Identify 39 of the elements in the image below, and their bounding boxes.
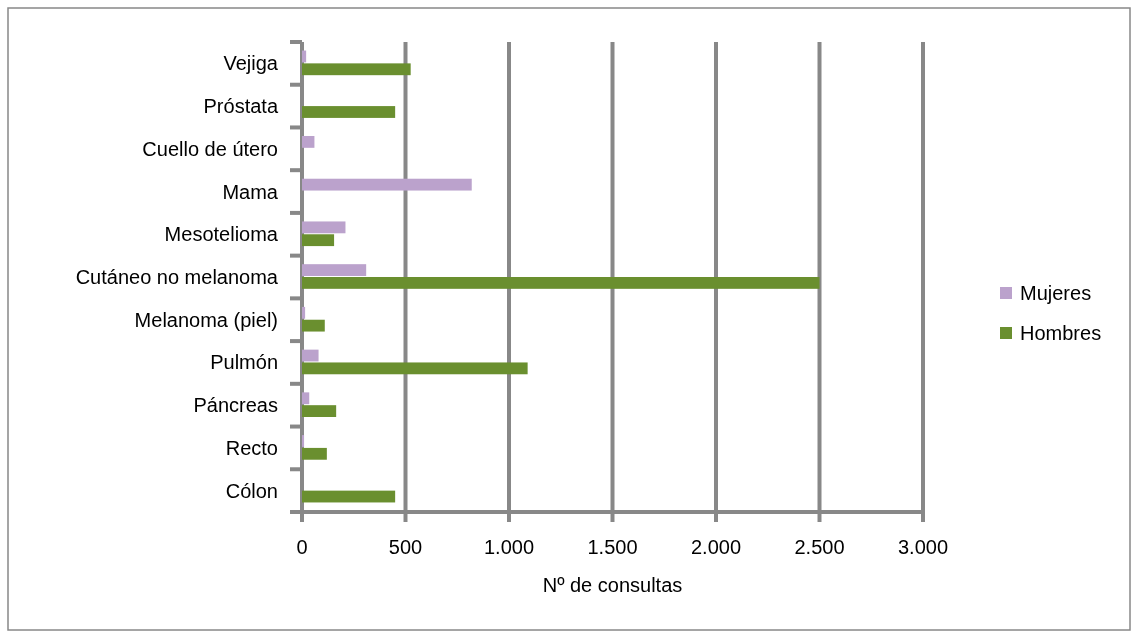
y-tick-label: Mesotelioma	[164, 223, 279, 246]
bar	[302, 435, 305, 447]
y-tick-label: Pulmón	[210, 351, 278, 374]
bar	[302, 136, 315, 148]
bar	[302, 349, 319, 362]
y-tick-label: Mama	[222, 180, 279, 203]
x-tick-label: 2.000	[690, 536, 742, 558]
bar	[302, 306, 306, 319]
bar	[302, 106, 396, 118]
y-tick-label: Vejiga	[223, 52, 279, 75]
y-tick-label: Próstata	[203, 95, 279, 118]
bar	[302, 447, 327, 460]
bar	[302, 277, 820, 289]
bar	[302, 221, 346, 234]
legend-label: Hombres	[1020, 322, 1102, 344]
bar	[302, 490, 396, 503]
y-tick-label: Melanoma (piel)	[134, 308, 278, 331]
y-tick-label: Recto	[225, 436, 278, 459]
bar	[302, 63, 411, 76]
bar	[302, 50, 307, 63]
x-axis-title: Nº de consultas	[542, 574, 683, 596]
legend-label: Mujeres	[1020, 282, 1092, 304]
x-tick-label: 2.500	[794, 536, 845, 558]
x-tick-label: 3.000	[897, 536, 949, 558]
x-tick-label: 1.500	[587, 536, 638, 558]
bar	[302, 392, 310, 405]
bar	[302, 264, 367, 276]
y-tick-label: Cuello de útero	[142, 137, 278, 160]
y-tick-label: Cólon	[225, 479, 278, 502]
y-tick-label: Cutáneo no melanoma	[75, 266, 279, 288]
x-tick-label: 0	[296, 536, 308, 558]
bar	[302, 362, 528, 375]
bar	[302, 234, 335, 247]
bar	[302, 405, 337, 417]
y-tick-label: Páncreas	[193, 394, 278, 417]
x-tick-label: 500	[388, 536, 423, 558]
bar	[302, 178, 472, 191]
bar	[302, 319, 325, 332]
x-tick-label: 1.000	[483, 536, 535, 558]
